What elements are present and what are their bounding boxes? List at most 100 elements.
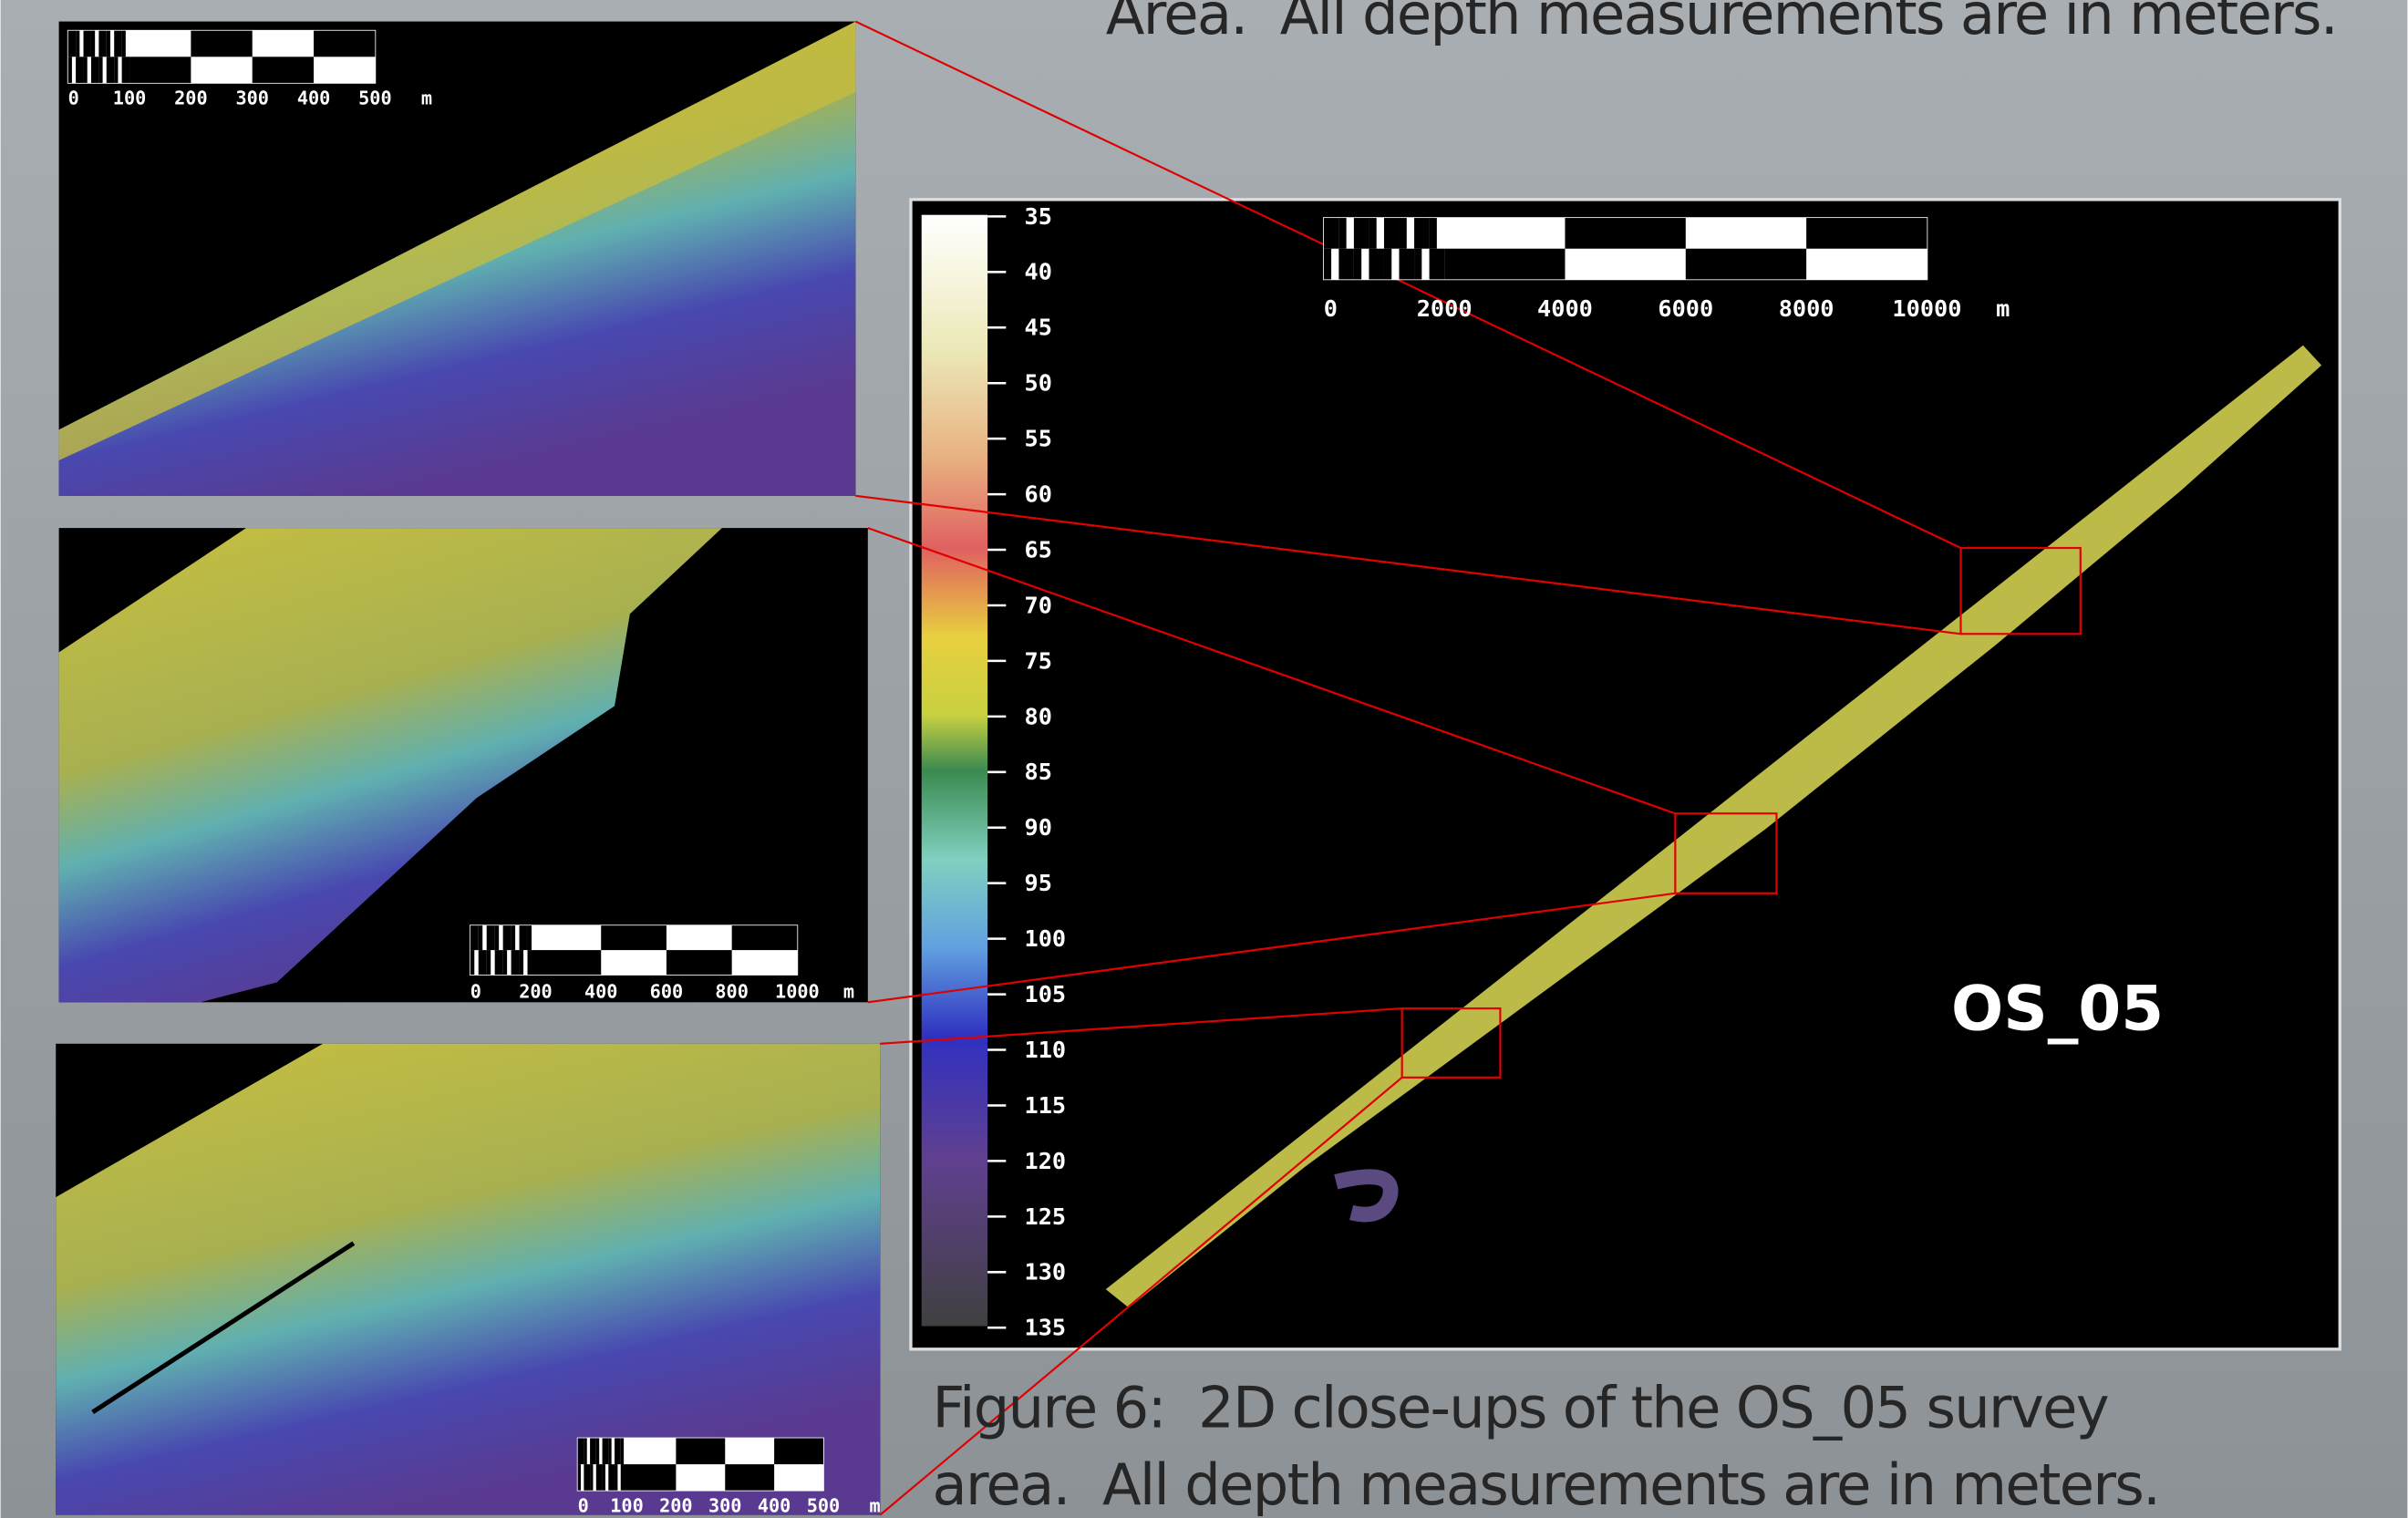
scale-bar-cell xyxy=(1806,218,1927,249)
colorbar-label: 40 xyxy=(1025,259,1052,285)
scale-bar-cell xyxy=(584,1438,586,1464)
scale-bar-cell xyxy=(1369,249,1384,280)
scale-bar-cell xyxy=(1430,218,1437,249)
scale-bar-cell xyxy=(596,1438,599,1464)
colorbar-label: 60 xyxy=(1025,481,1052,508)
scale-label: 400 xyxy=(297,87,330,108)
scale-label: 0 xyxy=(68,87,79,108)
colorbar-label: 75 xyxy=(1025,647,1052,674)
scale-label: 200 xyxy=(659,1494,692,1516)
scale-label: 500 xyxy=(358,87,391,108)
colorbar-label: 100 xyxy=(1025,925,1067,952)
scale-label: 200 xyxy=(519,980,552,1002)
scale-bar-cell xyxy=(91,57,98,83)
scale-bar-cell xyxy=(608,1464,615,1491)
scale-bar-cell xyxy=(114,31,121,57)
scale-bar-cell xyxy=(98,31,106,57)
scale-bar-cell xyxy=(1324,218,1339,249)
scale-bar-cell xyxy=(667,950,732,975)
scale-bar-cell xyxy=(1354,218,1369,249)
scale-label: 400 xyxy=(584,980,617,1002)
scale-bar-cell xyxy=(528,925,532,950)
scale-label: 0 xyxy=(1324,295,1338,322)
scale-bar-cell xyxy=(495,950,503,975)
scale-label: 200 xyxy=(174,87,207,108)
scale-bar-cell xyxy=(615,1438,621,1464)
scale-label: 6000 xyxy=(1658,295,1713,322)
scale-bar-cell xyxy=(626,1464,676,1491)
main-panel: OS_05 xyxy=(911,200,2340,1349)
caption-line: area. All depth measurements are in mete… xyxy=(933,1451,2160,1518)
scale-bar-cell xyxy=(479,950,487,975)
scale-bar-cell xyxy=(68,31,76,57)
scale-bar-cell xyxy=(1338,249,1354,280)
scale-bar-cell xyxy=(1414,218,1430,249)
scale-bar-cell xyxy=(191,31,252,57)
scale-label: 1000 xyxy=(775,980,820,1002)
scale-bar-cell xyxy=(1430,249,1445,280)
caption-line: Figure 6: 2D close-ups of the OS_05 surv… xyxy=(933,1375,2108,1441)
scale-unit: m xyxy=(869,1494,880,1516)
scale-bar-cell xyxy=(1565,218,1685,249)
colorbar-label: 135 xyxy=(1025,1315,1067,1341)
scale-bar-cell xyxy=(590,1438,596,1464)
scale-label: 300 xyxy=(708,1494,741,1516)
colorbar-label: 50 xyxy=(1025,370,1052,397)
scale-bar-cell xyxy=(1384,249,1391,280)
colorbar-label: 115 xyxy=(1025,1092,1067,1119)
scale-bar-cell xyxy=(129,57,191,83)
scale-bar-cell xyxy=(470,950,474,975)
colorbar xyxy=(922,215,987,1327)
scale-bar-cell xyxy=(503,925,512,950)
scale-label: 10000 xyxy=(1892,295,1961,322)
colorbar-label: 55 xyxy=(1025,426,1052,452)
scale-bar-cell xyxy=(603,1464,605,1491)
scale-bar-cell xyxy=(1384,218,1400,249)
scale-bar-cell xyxy=(528,950,536,975)
scale-bar-cell xyxy=(774,1438,823,1464)
scale-bar-cell xyxy=(1686,249,1806,280)
scale-label: 0 xyxy=(578,1494,589,1516)
scale-label: 400 xyxy=(758,1494,791,1516)
scale-bar-cell xyxy=(1414,249,1421,280)
scale-bar-cell xyxy=(76,31,79,57)
scale-bar-cell xyxy=(1338,218,1346,249)
scale-label: 2000 xyxy=(1417,295,1473,322)
colorbar-label: 130 xyxy=(1025,1259,1067,1286)
scale-unit: m xyxy=(421,87,432,108)
scale-bar-cell xyxy=(520,925,528,950)
page: {"top_caption":"Area. All depth measurem… xyxy=(0,0,2408,1518)
colorbar-label: 70 xyxy=(1025,592,1052,618)
scale-bar-cell xyxy=(122,31,126,57)
scale-bar-cell xyxy=(1400,249,1415,280)
scale-bar-cell xyxy=(84,57,88,83)
scale-bar-cell xyxy=(314,31,375,57)
colorbar-label: 65 xyxy=(1025,536,1052,563)
scale-bar-cell xyxy=(578,1464,581,1491)
scale-bar-cell xyxy=(676,1438,725,1464)
scale-label: 600 xyxy=(650,980,683,1002)
scale-label: 100 xyxy=(610,1494,643,1516)
colorbar-label: 90 xyxy=(1025,814,1052,841)
survey-label: OS_05 xyxy=(1951,973,2164,1045)
scale-bar-cell xyxy=(479,925,482,950)
scale-bar-cell xyxy=(596,1464,603,1491)
scale-bar-cell xyxy=(603,1438,609,1464)
colorbar-label: 110 xyxy=(1025,1037,1067,1063)
scale-bar-cell xyxy=(253,57,314,83)
colorbar-label: 105 xyxy=(1025,981,1067,1007)
scale-bar-cell xyxy=(601,925,667,950)
scale-bar-cell xyxy=(1324,249,1331,280)
scale-bar-cell xyxy=(578,1438,584,1464)
scale-bar-cell xyxy=(725,1464,774,1491)
scale-bar-cell xyxy=(503,950,507,975)
scale-bar-cell xyxy=(495,925,499,950)
scale-bar-cell xyxy=(76,57,83,83)
colorbar-label: 80 xyxy=(1025,703,1052,729)
scale-label: 4000 xyxy=(1537,295,1593,322)
scale-bar-cell xyxy=(732,925,798,950)
scale-label: 100 xyxy=(113,87,146,108)
scale-bar-cell xyxy=(512,925,515,950)
scale-bar-cell xyxy=(91,31,95,57)
scale-label: 800 xyxy=(715,980,748,1002)
